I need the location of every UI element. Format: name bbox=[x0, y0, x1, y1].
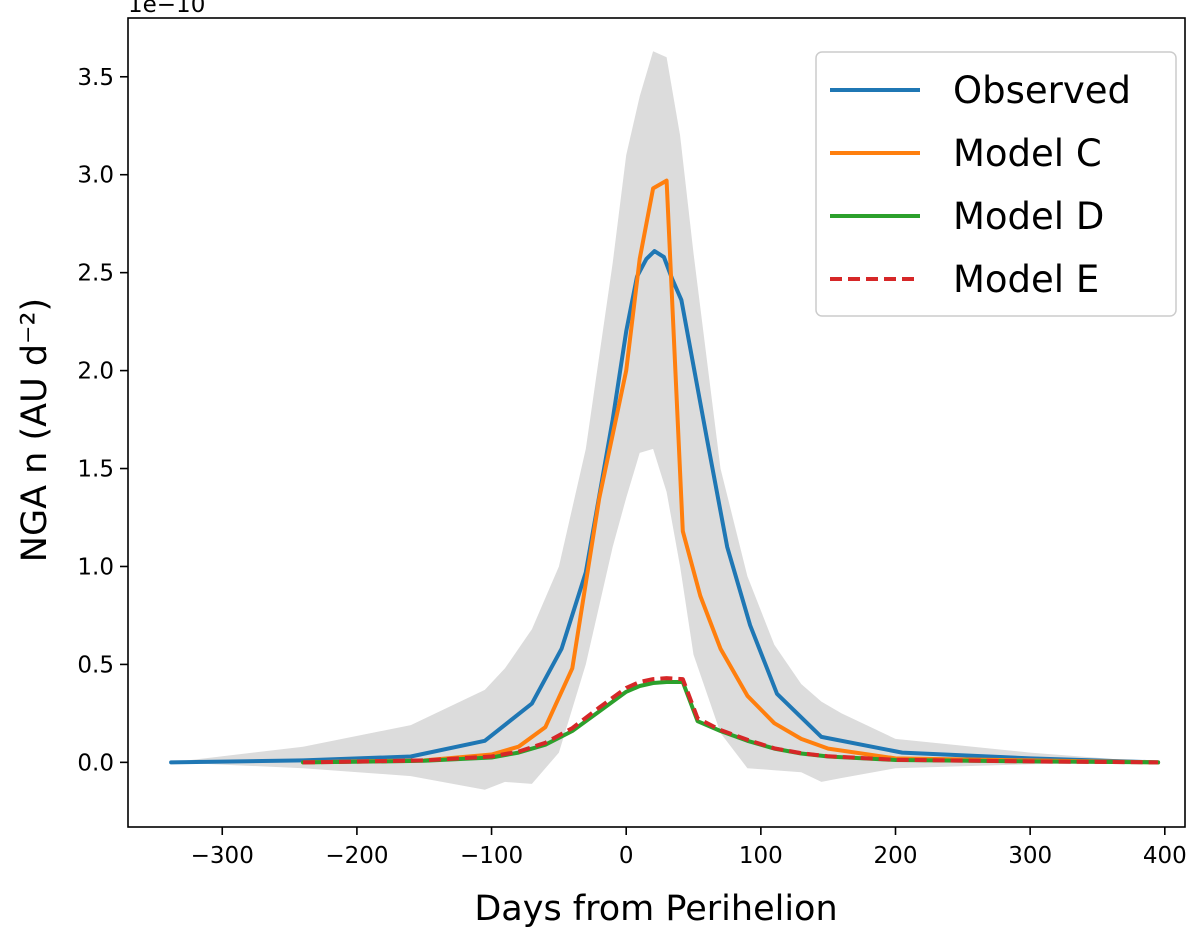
series-line-observed bbox=[169, 249, 1161, 765]
x-tick-label: 400 bbox=[1143, 843, 1187, 869]
x-tick-label: −100 bbox=[460, 843, 523, 869]
x-tick-label: −300 bbox=[191, 843, 254, 869]
uncertainty-band bbox=[171, 51, 1159, 790]
y-tick-label: 2.5 bbox=[77, 261, 114, 287]
y-tick-label: 1.0 bbox=[77, 554, 114, 580]
y-axis-label: NGA n (AU d⁻²) bbox=[15, 298, 55, 562]
y-axis-ticks: 0.0 0.5 1.0 1.5 2.0 2.5 3.0 3.5 bbox=[77, 65, 128, 776]
y-tick-label: 0.0 bbox=[77, 750, 114, 776]
series-layer bbox=[169, 178, 1161, 765]
x-tick-label: 0 bbox=[619, 843, 634, 869]
y-tick-label: 3.0 bbox=[77, 163, 114, 189]
y-offset-text: 1e−10 bbox=[128, 0, 205, 18]
y-tick-label: 0.5 bbox=[77, 652, 114, 678]
legend-label-model-d: Model D bbox=[953, 195, 1104, 238]
legend-label-model-e: Model E bbox=[953, 258, 1099, 301]
x-tick-label: 200 bbox=[874, 843, 918, 869]
series-line-model-e bbox=[302, 676, 1159, 765]
x-tick-label: 300 bbox=[1008, 843, 1052, 869]
legend-label-observed: Observed bbox=[953, 69, 1131, 112]
x-axis-label: Days from Perihelion bbox=[474, 889, 837, 929]
plot-frame bbox=[127, 17, 1186, 828]
x-tick-label: −200 bbox=[325, 843, 388, 869]
y-tick-label: 1.5 bbox=[77, 457, 114, 483]
y-tick-label: 3.5 bbox=[77, 65, 114, 91]
legend: Observed Model C Model D Model E bbox=[815, 51, 1177, 317]
uncertainty-band-layer bbox=[171, 51, 1159, 790]
series-line-model-c bbox=[301, 178, 1161, 765]
legend-box bbox=[815, 51, 1177, 317]
x-tick-label: 100 bbox=[739, 843, 783, 869]
y-tick-label: 2.0 bbox=[77, 359, 114, 385]
legend-label-model-c: Model C bbox=[953, 132, 1102, 175]
x-axis-ticks: −300 −200 −100 0 100 200 300 400 bbox=[191, 827, 1187, 869]
